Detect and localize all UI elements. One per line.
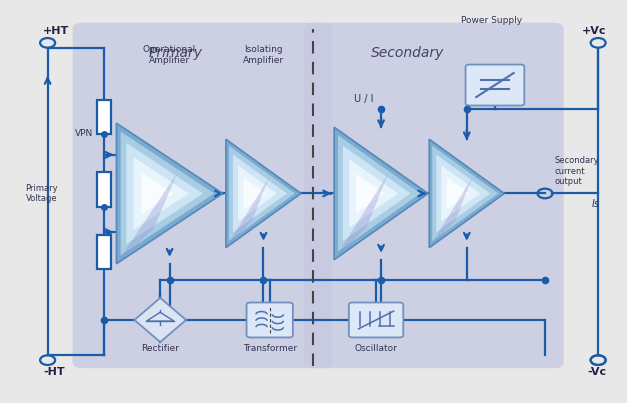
Text: Oscillator: Oscillator xyxy=(355,344,398,353)
Polygon shape xyxy=(334,174,388,260)
FancyBboxPatch shape xyxy=(349,303,403,337)
Polygon shape xyxy=(120,132,214,256)
Text: Operational
Amplifier: Operational Amplifier xyxy=(143,45,196,64)
Polygon shape xyxy=(134,157,189,230)
FancyBboxPatch shape xyxy=(97,100,111,134)
Text: Transformer: Transformer xyxy=(243,344,297,353)
Text: -Vc: -Vc xyxy=(587,367,606,377)
Polygon shape xyxy=(229,146,295,241)
Polygon shape xyxy=(134,298,186,342)
Text: Primary
Voltage: Primary Voltage xyxy=(25,184,58,203)
Polygon shape xyxy=(436,154,490,233)
Text: Isolating
Amplifier: Isolating Amplifier xyxy=(243,45,284,64)
Polygon shape xyxy=(429,139,504,248)
Polygon shape xyxy=(238,165,277,222)
Polygon shape xyxy=(117,172,177,264)
Text: Power Supply: Power Supply xyxy=(461,16,522,25)
Polygon shape xyxy=(343,146,411,241)
Text: Rectifier: Rectifier xyxy=(141,344,179,353)
Text: Primary: Primary xyxy=(149,46,203,60)
Polygon shape xyxy=(429,177,472,248)
Polygon shape xyxy=(349,159,398,228)
Polygon shape xyxy=(338,135,421,252)
Polygon shape xyxy=(226,139,301,248)
Polygon shape xyxy=(141,172,173,214)
FancyBboxPatch shape xyxy=(97,235,111,269)
Polygon shape xyxy=(356,174,384,213)
Polygon shape xyxy=(447,177,469,210)
FancyBboxPatch shape xyxy=(304,23,564,368)
Polygon shape xyxy=(441,165,480,222)
Text: Secondary
current
output: Secondary current output xyxy=(554,156,599,186)
Polygon shape xyxy=(432,146,498,241)
Text: VPN: VPN xyxy=(75,129,93,138)
Text: -HT: -HT xyxy=(43,367,65,377)
Polygon shape xyxy=(226,177,269,248)
FancyBboxPatch shape xyxy=(73,23,332,368)
Text: Secondary: Secondary xyxy=(371,46,444,60)
Polygon shape xyxy=(127,143,203,244)
Text: Is: Is xyxy=(592,199,600,208)
Polygon shape xyxy=(243,177,266,210)
Polygon shape xyxy=(334,127,428,260)
FancyBboxPatch shape xyxy=(246,303,293,337)
Polygon shape xyxy=(117,123,223,264)
Text: U / I: U / I xyxy=(354,94,373,104)
Text: +HT: +HT xyxy=(43,26,70,36)
FancyBboxPatch shape xyxy=(465,64,524,106)
FancyBboxPatch shape xyxy=(97,172,111,206)
Text: +Vc: +Vc xyxy=(582,26,606,36)
Polygon shape xyxy=(233,154,287,233)
